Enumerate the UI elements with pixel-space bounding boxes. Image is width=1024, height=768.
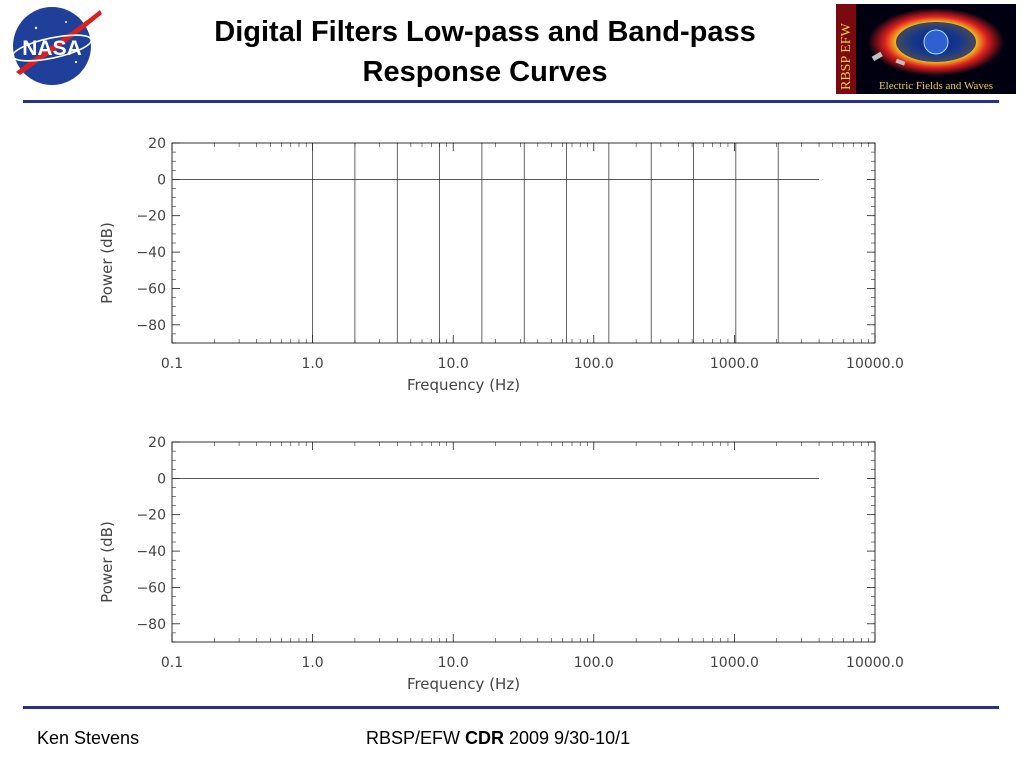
x-tick-label: 1.0 xyxy=(301,356,323,372)
y-tick-label: −40 xyxy=(136,245,166,261)
x-tick-label: 10.0 xyxy=(438,655,469,671)
y-tick-label: 20 xyxy=(148,136,166,152)
slide-title: Digital Filters Low-pass and Band-pass R… xyxy=(140,12,830,92)
y-tick-label: −20 xyxy=(136,209,166,225)
plot-frame xyxy=(171,142,876,344)
nasa-logo: NASA xyxy=(12,7,102,85)
footer-event: RBSP/EFW CDR 2009 9/30-10/1 xyxy=(366,728,630,749)
footer-event-suffix: 2009 9/30-10/1 xyxy=(504,728,631,748)
bottom-divider-rule xyxy=(23,706,999,709)
x-tick-label: 0.1 xyxy=(161,655,183,671)
x-tick-label: 10000.0 xyxy=(846,655,904,671)
y-tick-label: −20 xyxy=(136,508,166,524)
efw-logo-vertical-text: RBSP EFW xyxy=(839,22,854,90)
x-tick-label: 100.0 xyxy=(574,356,614,372)
slide-title-line-1: Digital Filters Low-pass and Band-pass xyxy=(214,16,756,48)
lowpass-response-plot: 20 0 −20 −40 −60 −80 0.1 1.0 10.0 100.0 1000.0 1000… xyxy=(98,136,904,394)
filter-response-figure: 20 0 −20 −40 −60 −80 0.1 1.0 10.0 100.0 1000.0 1000… xyxy=(98,136,904,693)
y-axis-label: Power (dB) xyxy=(98,222,116,304)
x-tick-label: 100.0 xyxy=(574,655,614,671)
bandpass-response-plot: 20 0 −20 −40 −60 −80 0.1 1.0 10.0 100.0 1000.0 1000… xyxy=(98,435,904,693)
slide-title-line-2: Response Curves xyxy=(362,56,608,88)
footer-event-bold: CDR xyxy=(465,728,505,748)
plot-frame xyxy=(171,441,876,643)
y-tick-label: 0 xyxy=(157,172,166,188)
y-tick-label: 0 xyxy=(157,471,166,487)
y-axis-label: Power (dB) xyxy=(98,521,116,603)
x-tick-label: 1000.0 xyxy=(710,655,759,671)
top-divider-rule xyxy=(23,100,999,103)
x-tick-label: 10000.0 xyxy=(846,356,904,372)
y-tick-label: −60 xyxy=(136,281,166,297)
x-axis-label: Frequency (Hz) xyxy=(407,376,520,394)
rbsp-efw-logo: RBSP EFW Electric Fields and Waves xyxy=(836,4,1016,94)
efw-logo-caption: Electric Fields and Waves xyxy=(879,80,993,92)
x-axis-label: Frequency (Hz) xyxy=(407,675,520,693)
y-tick-label: −80 xyxy=(136,617,166,633)
footer-author: Ken Stevens xyxy=(37,728,140,748)
x-tick-label: 1000.0 xyxy=(710,356,759,372)
y-tick-label: −60 xyxy=(136,580,166,596)
x-tick-label: 0.1 xyxy=(161,356,183,372)
y-tick-label: 20 xyxy=(148,435,166,451)
footer-event-prefix: RBSP/EFW xyxy=(366,728,466,748)
nasa-logo-text: NASA xyxy=(22,37,82,60)
y-tick-label: −80 xyxy=(136,318,166,334)
x-tick-label: 10.0 xyxy=(438,356,469,372)
y-tick-label: −40 xyxy=(136,544,166,560)
x-tick-label: 1.0 xyxy=(301,655,323,671)
